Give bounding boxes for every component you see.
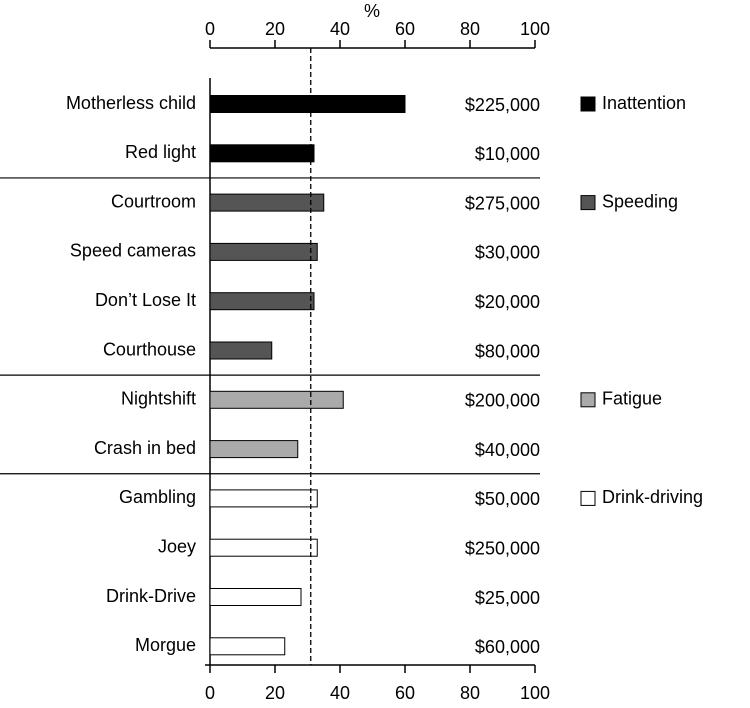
cost-label: $50,000 (475, 489, 540, 509)
legend-swatch (580, 392, 596, 408)
legend-label: Drink-driving (602, 487, 703, 507)
bar (209, 637, 286, 656)
x-tick-label: 80 (460, 19, 480, 39)
cost-label: $250,000 (465, 538, 540, 558)
category-label: Motherless child (66, 93, 196, 113)
category-label: Courtroom (111, 191, 196, 211)
legend-label: Inattention (602, 93, 686, 113)
category-label: Nightshift (121, 389, 196, 409)
bar (209, 588, 302, 606)
x-tick-label: 40 (330, 683, 350, 703)
bar (209, 193, 325, 212)
bar (209, 538, 318, 557)
x-tick-label: 0 (205, 19, 215, 39)
x-tick-label: 100 (520, 683, 550, 703)
cost-label: $225,000 (465, 95, 540, 115)
category-label: Gambling (119, 487, 196, 507)
category-label: Joey (158, 536, 196, 556)
legend-swatch (580, 195, 596, 211)
cost-label: $30,000 (475, 243, 540, 263)
bar (209, 341, 273, 360)
cost-label: $80,000 (475, 341, 540, 361)
category-label: Red light (125, 142, 196, 162)
legend-label: Fatigue (602, 389, 662, 409)
x-tick-label: 20 (265, 19, 285, 39)
axis-label: % (364, 1, 380, 21)
category-label: Courthouse (103, 339, 196, 359)
category-label: Don’t Lose It (95, 290, 196, 310)
x-tick-label: 0 (205, 683, 215, 703)
cost-label: $20,000 (475, 292, 540, 312)
x-tick-label: 60 (395, 683, 415, 703)
bar (209, 489, 318, 508)
x-tick-label: 20 (265, 683, 285, 703)
bar (209, 390, 344, 409)
cost-label: $275,000 (465, 193, 540, 213)
x-tick-label: 60 (395, 19, 415, 39)
cost-label: $10,000 (475, 144, 540, 164)
bar (209, 440, 299, 459)
bar (209, 292, 315, 311)
legend-swatch (580, 490, 596, 506)
x-tick-label: 100 (520, 19, 550, 39)
cost-label: $25,000 (475, 588, 540, 608)
category-label: Crash in bed (94, 438, 196, 458)
category-label: Drink-Drive (106, 586, 196, 606)
legend-label: Speeding (602, 191, 678, 211)
x-tick-label: 80 (460, 683, 480, 703)
legend-swatch (580, 96, 596, 112)
bar (209, 144, 315, 163)
cost-label: $40,000 (475, 440, 540, 460)
category-label: Morgue (135, 635, 196, 655)
cost-label: $60,000 (475, 637, 540, 657)
cost-label: $200,000 (465, 391, 540, 411)
category-label: Speed cameras (70, 241, 196, 261)
x-tick-label: 40 (330, 19, 350, 39)
bar (209, 242, 318, 261)
bar (209, 95, 406, 113)
